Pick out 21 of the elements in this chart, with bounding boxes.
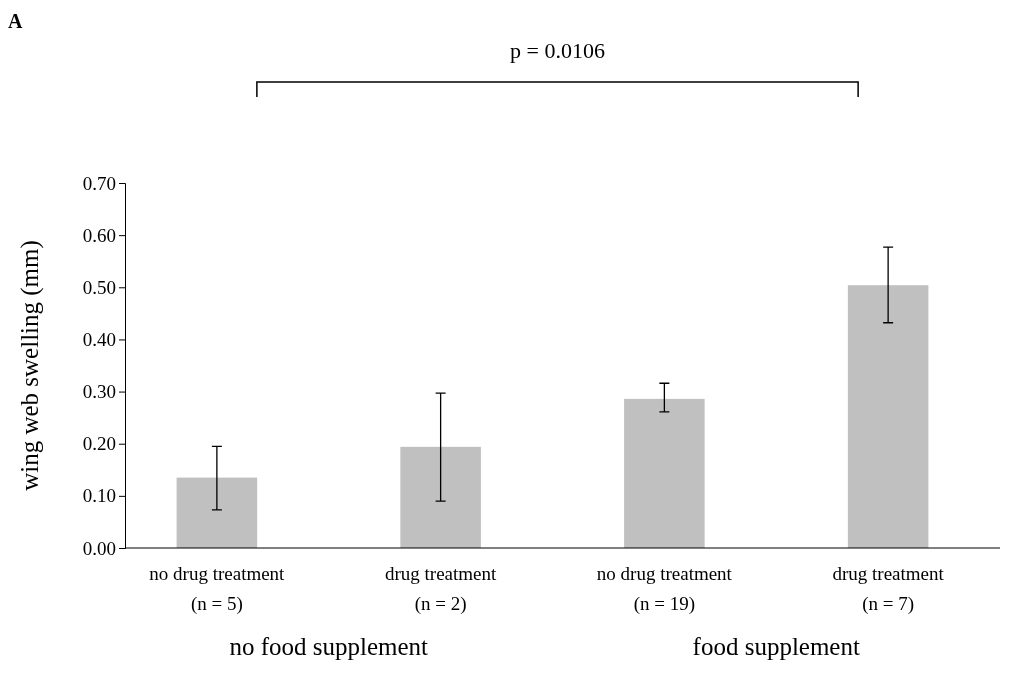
x-tick-label: drug treatment (n = 7) <box>832 563 945 615</box>
text: A <box>8 10 23 32</box>
bar <box>847 285 929 548</box>
y-tick-label: 0.20 <box>82 433 116 455</box>
x-tick-label: drug treatment (n = 2) <box>384 563 497 615</box>
y-tick-label: 0.00 <box>82 537 116 559</box>
text: p = 0.0106 <box>510 38 605 63</box>
y-tick-label: 0.70 <box>82 172 116 194</box>
x-tick-label: no drug treatment (n = 5) <box>149 563 286 615</box>
y-tick-label: 0.40 <box>82 329 116 351</box>
text: no food supplement <box>229 633 429 660</box>
bar <box>176 477 258 548</box>
y-tick-label: 0.50 <box>82 276 116 298</box>
y-tick-label: 0.60 <box>82 224 116 246</box>
x-tick-label: no drug treatment (n = 19) <box>596 563 733 615</box>
y-tick-label: 0.30 <box>82 381 116 403</box>
y-tick-label: 0.10 <box>82 485 116 507</box>
text: food supplement <box>692 633 860 660</box>
bar <box>624 398 705 548</box>
bar <box>400 446 481 548</box>
y-axis-title: wing web swelling (mm) <box>16 240 44 491</box>
